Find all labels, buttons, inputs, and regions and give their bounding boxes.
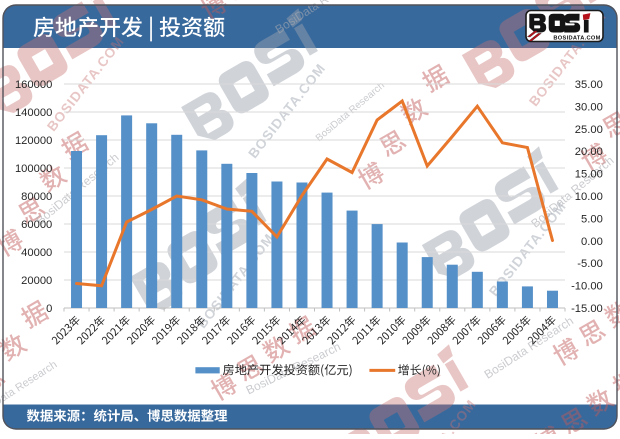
- svg-text:20000: 20000: [21, 275, 52, 287]
- svg-text:-5.00: -5.00: [577, 258, 603, 270]
- svg-text:80000: 80000: [21, 191, 52, 203]
- svg-text:0.00: 0.00: [581, 236, 603, 248]
- svg-text:100000: 100000: [15, 163, 52, 175]
- svg-text:20.00: 20.00: [575, 146, 603, 158]
- svg-text:0: 0: [46, 303, 52, 315]
- svg-text:-15.00: -15.00: [571, 303, 603, 315]
- svg-text:-10.00: -10.00: [571, 281, 603, 293]
- svg-text:160000: 160000: [15, 79, 52, 91]
- svg-text:120000: 120000: [15, 135, 52, 147]
- svg-text:40000: 40000: [21, 247, 52, 259]
- svg-text:15.00: 15.00: [575, 169, 603, 181]
- svg-text:25.00: 25.00: [575, 124, 603, 136]
- svg-text:5.00: 5.00: [581, 213, 603, 225]
- svg-text:BOSIDATA.COM: BOSIDATA.COM: [553, 36, 600, 42]
- svg-text:30.00: 30.00: [575, 101, 603, 113]
- svg-text:10.00: 10.00: [575, 191, 603, 203]
- svg-text:60000: 60000: [21, 219, 52, 231]
- svg-text:35.00: 35.00: [575, 79, 603, 91]
- svg-text:140000: 140000: [15, 107, 52, 119]
